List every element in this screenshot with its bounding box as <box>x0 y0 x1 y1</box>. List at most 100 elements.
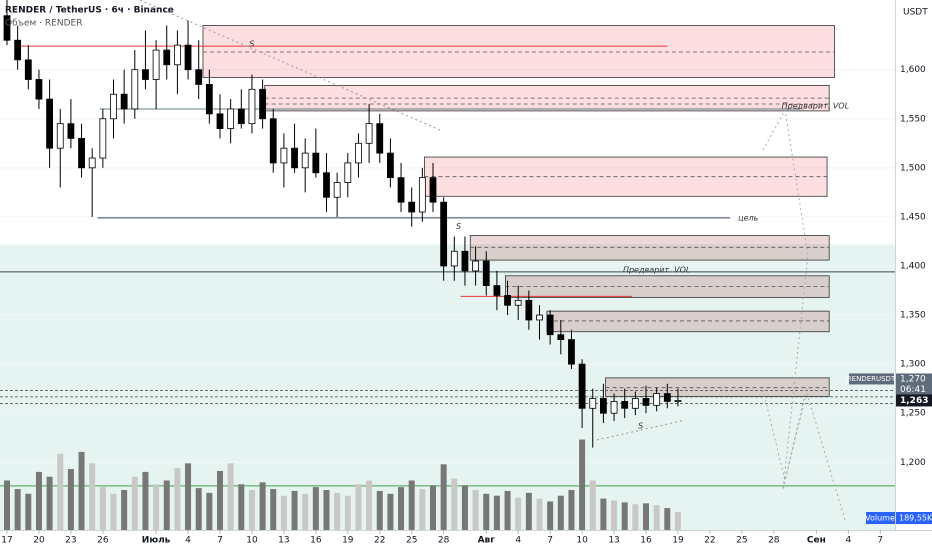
candle-body <box>408 201 416 213</box>
projection <box>762 108 846 521</box>
x-tick-label: 13 <box>278 536 289 546</box>
support-band <box>0 244 895 530</box>
x-tick-label: Июль <box>142 536 171 546</box>
volume-bar <box>504 490 511 530</box>
volume-bar <box>429 485 436 530</box>
candle-body <box>120 93 128 110</box>
volume-bar <box>323 490 330 530</box>
x-tick-label: 4 <box>845 536 851 546</box>
annotation: S <box>249 40 254 49</box>
x-tick-label: 10 <box>576 536 588 546</box>
x-tick-label: 28 <box>768 536 780 546</box>
x-tick-label: 13 <box>608 536 619 546</box>
volume-bar <box>472 490 479 530</box>
candle-body <box>663 393 671 402</box>
candle-body <box>536 314 543 321</box>
volume-bar <box>366 480 373 530</box>
candle-body <box>461 250 469 272</box>
candle-body <box>259 88 266 120</box>
volume-bar <box>67 469 74 530</box>
candle-body <box>397 177 405 203</box>
zone <box>469 235 830 261</box>
x-tick-label: 4 <box>515 536 521 546</box>
volume-bar <box>611 500 618 530</box>
annotation: S <box>638 421 643 430</box>
volume-bar <box>344 495 351 530</box>
currency: USDT <box>903 8 928 18</box>
volume-bar <box>312 487 319 530</box>
candle-body <box>35 79 43 100</box>
candle-body <box>557 334 565 340</box>
volume-bar <box>280 495 287 530</box>
candle-body <box>642 398 650 406</box>
x-tick-label: 16 <box>310 536 322 546</box>
volume-bar <box>206 492 213 530</box>
x-tick-label: 26 <box>97 536 109 546</box>
candle-body <box>365 123 373 144</box>
volume-bar <box>57 453 64 530</box>
candle-body <box>323 172 330 198</box>
y-tick-label: 1,250 <box>900 409 926 419</box>
candle-body <box>195 69 203 85</box>
candle-body <box>110 93 117 120</box>
candle-body <box>589 398 597 409</box>
symbol-tag: RENDERUSDT <box>847 375 896 383</box>
candle-body <box>429 177 437 203</box>
zone <box>546 310 830 333</box>
candle-body <box>333 182 341 198</box>
volume-bar <box>99 487 106 530</box>
x-tick-label: 7 <box>217 536 223 546</box>
candle-body <box>386 152 394 179</box>
x-tick-label: 19 <box>672 536 684 546</box>
candle-body <box>504 295 511 306</box>
candle-body <box>163 49 171 66</box>
candle-body <box>216 113 224 129</box>
volume-bar <box>163 480 170 530</box>
zone <box>605 377 830 397</box>
volume-bar <box>227 463 234 530</box>
volume-bar <box>525 492 532 530</box>
candle-body <box>3 15 11 41</box>
volume-tag-bg <box>866 512 895 524</box>
y-tick-label: 1,200 <box>900 458 926 468</box>
volume-bar <box>355 484 362 530</box>
volume-bar <box>600 498 607 530</box>
volume-bar <box>515 497 522 530</box>
annotation: цель <box>738 213 758 222</box>
y-tick-label: 1,350 <box>900 311 926 321</box>
candle-body <box>312 152 320 174</box>
volume-bar <box>14 489 21 530</box>
candle-body <box>600 398 607 414</box>
candle-body <box>78 137 85 169</box>
candle-body <box>142 69 149 80</box>
candle-body <box>525 299 533 321</box>
volume-bar <box>259 482 266 530</box>
volume-bar <box>674 511 681 530</box>
x-tick-label: 10 <box>246 536 258 546</box>
zone <box>202 25 835 78</box>
candle-body <box>173 44 181 66</box>
close-tag: 1,263 <box>900 396 928 406</box>
volume-bar <box>536 498 543 530</box>
volume-bar <box>547 501 554 530</box>
candle-body <box>291 147 298 169</box>
y-tick-label: 1,450 <box>900 212 926 222</box>
candle-body <box>344 162 352 183</box>
volume-bar <box>270 489 277 530</box>
volume-bar <box>387 493 394 530</box>
x-tick-label: 16 <box>640 536 652 546</box>
x-tick-label: 22 <box>374 536 385 546</box>
candle-body <box>152 49 160 80</box>
x-tick-label: 4 <box>185 536 191 546</box>
x-tick-label: 17 <box>1 536 12 546</box>
candle-body <box>46 98 53 149</box>
volume-bar <box>376 490 383 530</box>
x-tick-label: 23 <box>65 536 76 546</box>
y-tick-label: 1,500 <box>900 163 926 173</box>
annotation: Предварит. VOL <box>623 265 690 274</box>
y-tick-label: 1,400 <box>900 261 926 271</box>
candle-body <box>355 142 362 164</box>
volume-bar <box>589 480 596 530</box>
volume-bar <box>78 451 85 530</box>
volume-bar <box>557 495 564 530</box>
